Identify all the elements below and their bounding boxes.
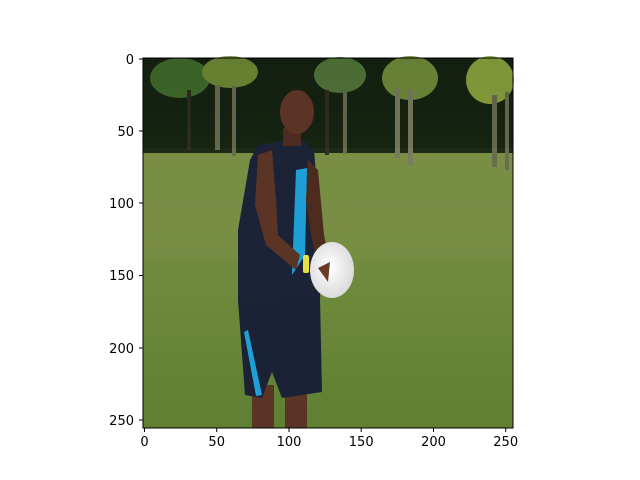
photo-image [143,56,514,428]
x-tick-label: 150 [349,435,374,450]
frisbee-disc [310,242,354,298]
x-tick-label: 250 [493,435,518,450]
y-axis: 0 50 100 150 200 250 [109,53,143,429]
y-tick-label: 50 [117,125,134,140]
tree-line [143,56,514,170]
axes-frame [142,57,514,429]
y-tick-label: 0 [126,53,134,68]
x-tick-label: 100 [277,435,302,450]
y-tick-label: 200 [109,342,134,357]
y-tick-label: 250 [109,414,134,429]
x-tick-label: 0 [140,435,148,450]
x-tick-label: 50 [208,435,225,450]
y-tick-label: 150 [109,269,134,284]
y-tick-label: 100 [109,197,134,212]
x-axis: 0 50 100 150 200 250 [140,428,518,450]
x-tick-label: 200 [421,435,446,450]
player-figure [238,90,354,428]
